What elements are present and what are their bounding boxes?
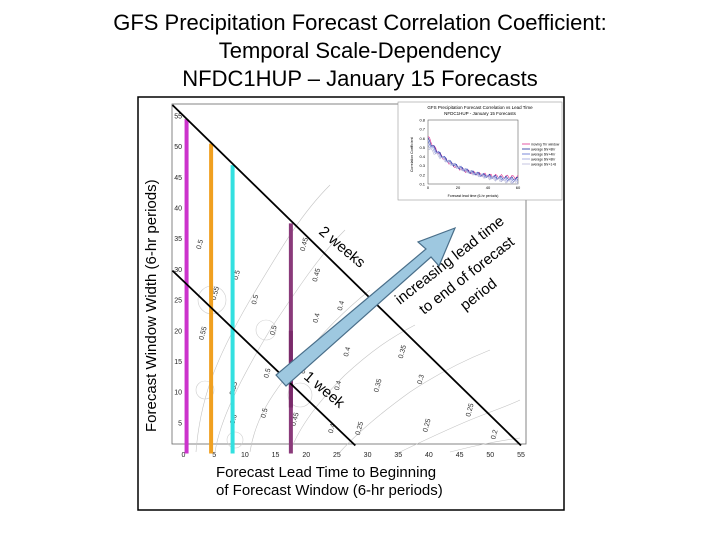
contour-label: 0.4 [337, 300, 346, 311]
contour-label: 0.45 [290, 412, 300, 427]
inset-y-tick: 0.6 [419, 136, 425, 141]
contour-line [289, 324, 416, 453]
x-tick-label: 40 [425, 452, 433, 459]
inset-lines [427, 136, 519, 185]
inset-x-tick: 0 [427, 185, 430, 190]
inset-title-2: NFDC1HUP - January 15 Forecasts [444, 111, 516, 116]
x-axis-label-line-2: of Forecast Window (6-hr periods) [216, 482, 443, 499]
y-tick-label: 50 [174, 144, 182, 151]
inset-x-label: Forecast lead time (6-hr periods) [448, 194, 499, 198]
inset-series-line [427, 147, 519, 185]
y-tick-label: 55 [174, 114, 182, 121]
title-line-3: NFDC1HUP – January 15 Forecasts [182, 66, 538, 91]
title-line-1: GFS Precipitation Forecast Correlation C… [113, 10, 607, 35]
diagonal-limit-line [171, 104, 522, 447]
x-tick-label: 25 [333, 452, 341, 459]
contour-label: 0.25 [465, 403, 475, 418]
x-tick-label: 55 [517, 452, 525, 459]
x-tick-label: 5 [212, 452, 216, 459]
contour-line [399, 399, 521, 453]
contour-label: 0.5 [260, 408, 269, 419]
title-line-2: Temporal Scale-Dependency [218, 38, 502, 63]
inset-plot-area [427, 119, 519, 185]
inset-chart: GFS Precipitation Forecast Correlation v… [397, 101, 563, 201]
inset-series-line [427, 144, 519, 184]
contour-label: 0.55 [198, 326, 208, 341]
x-axis-label: Forecast Lead Time to Beginning of Forec… [216, 464, 443, 500]
inset-y-tick: 0.4 [419, 154, 425, 159]
inset-y-tick: 0.2 [419, 172, 425, 177]
y-tick-label: 45 [174, 175, 182, 182]
inset-legend-label: average 6hr+8hr [531, 158, 556, 162]
x-tick-label: 20 [302, 452, 310, 459]
inset-y-tick: 0.3 [419, 163, 425, 168]
contour-label: 0.5 [196, 239, 205, 250]
contour-label: 0.4 [343, 346, 352, 357]
inset-legend-label: average 6hr+1+8 [531, 163, 556, 167]
x-tick-label: 0 [182, 452, 186, 459]
y-tick-label: 20 [174, 328, 182, 335]
contour-label: 0.25 [355, 421, 365, 436]
inset-x-tick: 60 [516, 185, 521, 190]
contour-label: 0.35 [373, 378, 383, 393]
contour-label: 0.3 [417, 374, 426, 385]
contour-label: 0.45 [300, 237, 310, 252]
inset-y-label: Correlation Coefficient [410, 137, 414, 172]
contour-line [214, 229, 346, 453]
x-tick-label: 45 [456, 452, 464, 459]
contour-loop [287, 382, 313, 408]
y-tick-label: 30 [174, 267, 182, 274]
contour-line [195, 184, 331, 453]
contour-label: 0.5 [233, 269, 242, 280]
x-tick-label: 50 [486, 452, 494, 459]
contour-label: 0.2 [490, 429, 499, 440]
y-tick-label: 5 [178, 420, 182, 427]
diagonal-lines [171, 104, 522, 447]
lead-time-arrow [275, 226, 457, 387]
contour-loop [195, 380, 215, 400]
diagonal-limit-line [171, 269, 356, 447]
x-tick-label: 35 [394, 452, 402, 459]
y-tick-label: 10 [174, 390, 182, 397]
contour-label: 0.5 [251, 294, 260, 305]
inset-y-tick: 0.1 [419, 182, 425, 187]
contour-label: 0.4 [334, 380, 343, 391]
contour-label: 0.25 [422, 418, 432, 433]
contour-label: 0.55 [211, 286, 221, 301]
inset-x-tick: 40 [486, 185, 491, 190]
x-axis-label-line-1: Forecast Lead Time to Beginning [216, 464, 437, 481]
inset-legend-label: average 6hr+4hr [531, 153, 556, 157]
y-tick-label: 40 [174, 206, 182, 213]
contour-label: 0.5 [269, 325, 278, 336]
contour-label: 0.35 [398, 344, 408, 359]
y-tick-label: 35 [174, 236, 182, 243]
x-tick-label: 30 [364, 452, 372, 459]
inset-legend-label: average 6hr+8hr [531, 148, 556, 152]
inset-ticks: 0 20 40 60 0.1 0.2 0.3 0.4 0.5 0.6 0.7 0.8 [419, 118, 521, 191]
inset-y-tick: 0.7 [419, 127, 425, 132]
contour-loop [255, 319, 277, 341]
contour-loop [226, 431, 244, 449]
contour-line [449, 437, 521, 453]
contour-label: 0.4 [312, 312, 321, 323]
inset-x-tick: 20 [456, 185, 461, 190]
y-axis-label: Forecast Window Width (6-hr periods) [143, 179, 160, 432]
inset-y-tick: 0.8 [419, 118, 425, 123]
inset-title-1: GFS Precipitation Forecast Correlation v… [427, 105, 533, 110]
contour-label: 0.45 [312, 268, 322, 283]
x-tick-label: 15 [272, 452, 280, 459]
axis-ticks: 0 5 10 15 20 25 30 35 40 45 50 55510152025303540455… [174, 114, 525, 459]
y-tick-label: 25 [174, 298, 182, 305]
contour-label: 0.5 [263, 368, 272, 379]
inset-y-tick: 0.5 [419, 145, 425, 150]
contour-line [339, 349, 491, 453]
y-tick-label: 15 [174, 359, 182, 366]
contour-label: 0.4 [328, 423, 337, 434]
x-tick-label: 10 [241, 452, 249, 459]
inset-legend-label: moving 7hr window [531, 143, 560, 147]
